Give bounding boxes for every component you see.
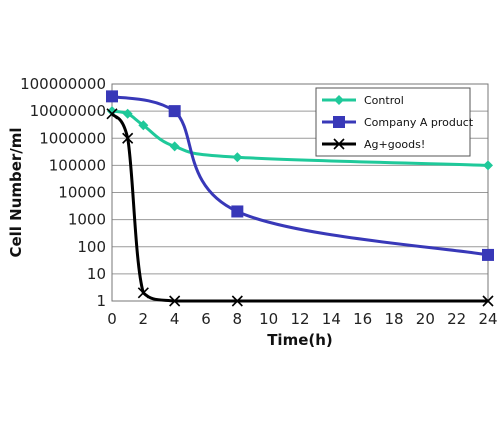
legend-item: Control xyxy=(322,94,404,107)
legend-marker xyxy=(333,138,345,150)
x-tick-label: 24 xyxy=(478,310,497,328)
data-point xyxy=(107,106,117,117)
x-tick-label: 22 xyxy=(447,310,466,328)
legend-label: Company A product xyxy=(364,116,474,129)
legend-marker xyxy=(334,95,344,105)
x-axis-ticks: 0 2 4 6 8 10 12 14 16 18 20 22 24 xyxy=(107,310,497,328)
data-point xyxy=(138,120,149,131)
y-tick-label: 1000 xyxy=(68,211,106,229)
data-point xyxy=(122,132,134,144)
data-point xyxy=(482,295,494,307)
y-tick-label: 100000 xyxy=(49,156,106,174)
legend-label: Ag+goods! xyxy=(364,138,425,151)
x-tick-label: 20 xyxy=(416,310,435,328)
series-1 xyxy=(107,106,493,171)
legend-label: Control xyxy=(364,94,404,107)
x-tick-label: 14 xyxy=(322,310,341,328)
x-tick-label: 18 xyxy=(384,310,403,328)
y-axis-title: Cell Number/ml xyxy=(7,127,25,257)
y-tick-label: 10 xyxy=(87,265,106,283)
x-tick-label: 2 xyxy=(139,310,149,328)
series-2 xyxy=(106,90,494,261)
data-point xyxy=(122,108,133,119)
y-tick-label: 1000000 xyxy=(39,129,106,147)
legend: Control Company A product Ag+goods! xyxy=(315,87,474,157)
data-point xyxy=(483,160,493,171)
x-tick-label: 4 xyxy=(170,310,180,328)
series-layer xyxy=(106,90,494,307)
data-point xyxy=(106,108,118,120)
x-tick-label: 0 xyxy=(107,310,117,328)
y-tick-label: 1 xyxy=(96,292,106,310)
legend-item: Ag+goods! xyxy=(322,138,425,151)
x-tick-label: 6 xyxy=(201,310,211,328)
x-tick-label: 10 xyxy=(259,310,278,328)
y-tick-label: 100 xyxy=(77,238,106,256)
series-line xyxy=(111,94,489,257)
y-tick-label: 10000000 xyxy=(30,102,106,120)
data-point xyxy=(137,287,149,299)
data-point xyxy=(231,295,243,307)
data-point xyxy=(169,295,181,307)
data-point xyxy=(106,90,118,103)
legend-marker xyxy=(333,116,345,128)
series-3 xyxy=(106,108,494,307)
y-axis-ticks: 1 10 100 1000 10000 100000 1000000 10000000 1000… xyxy=(20,75,106,310)
y-tick-label: 100000000 xyxy=(20,75,106,93)
data-point xyxy=(482,248,494,261)
data-point xyxy=(231,205,244,218)
legend-item: Company A product xyxy=(322,116,474,129)
x-tick-label: 8 xyxy=(233,310,243,328)
y-tick-label: 10000 xyxy=(58,184,106,202)
x-axis-title: Time(h) xyxy=(267,331,333,349)
x-tick-label: 16 xyxy=(353,310,372,328)
x-tick-label: 12 xyxy=(290,310,309,328)
data-point xyxy=(232,152,243,163)
data-point xyxy=(169,141,180,152)
data-point xyxy=(168,105,181,118)
